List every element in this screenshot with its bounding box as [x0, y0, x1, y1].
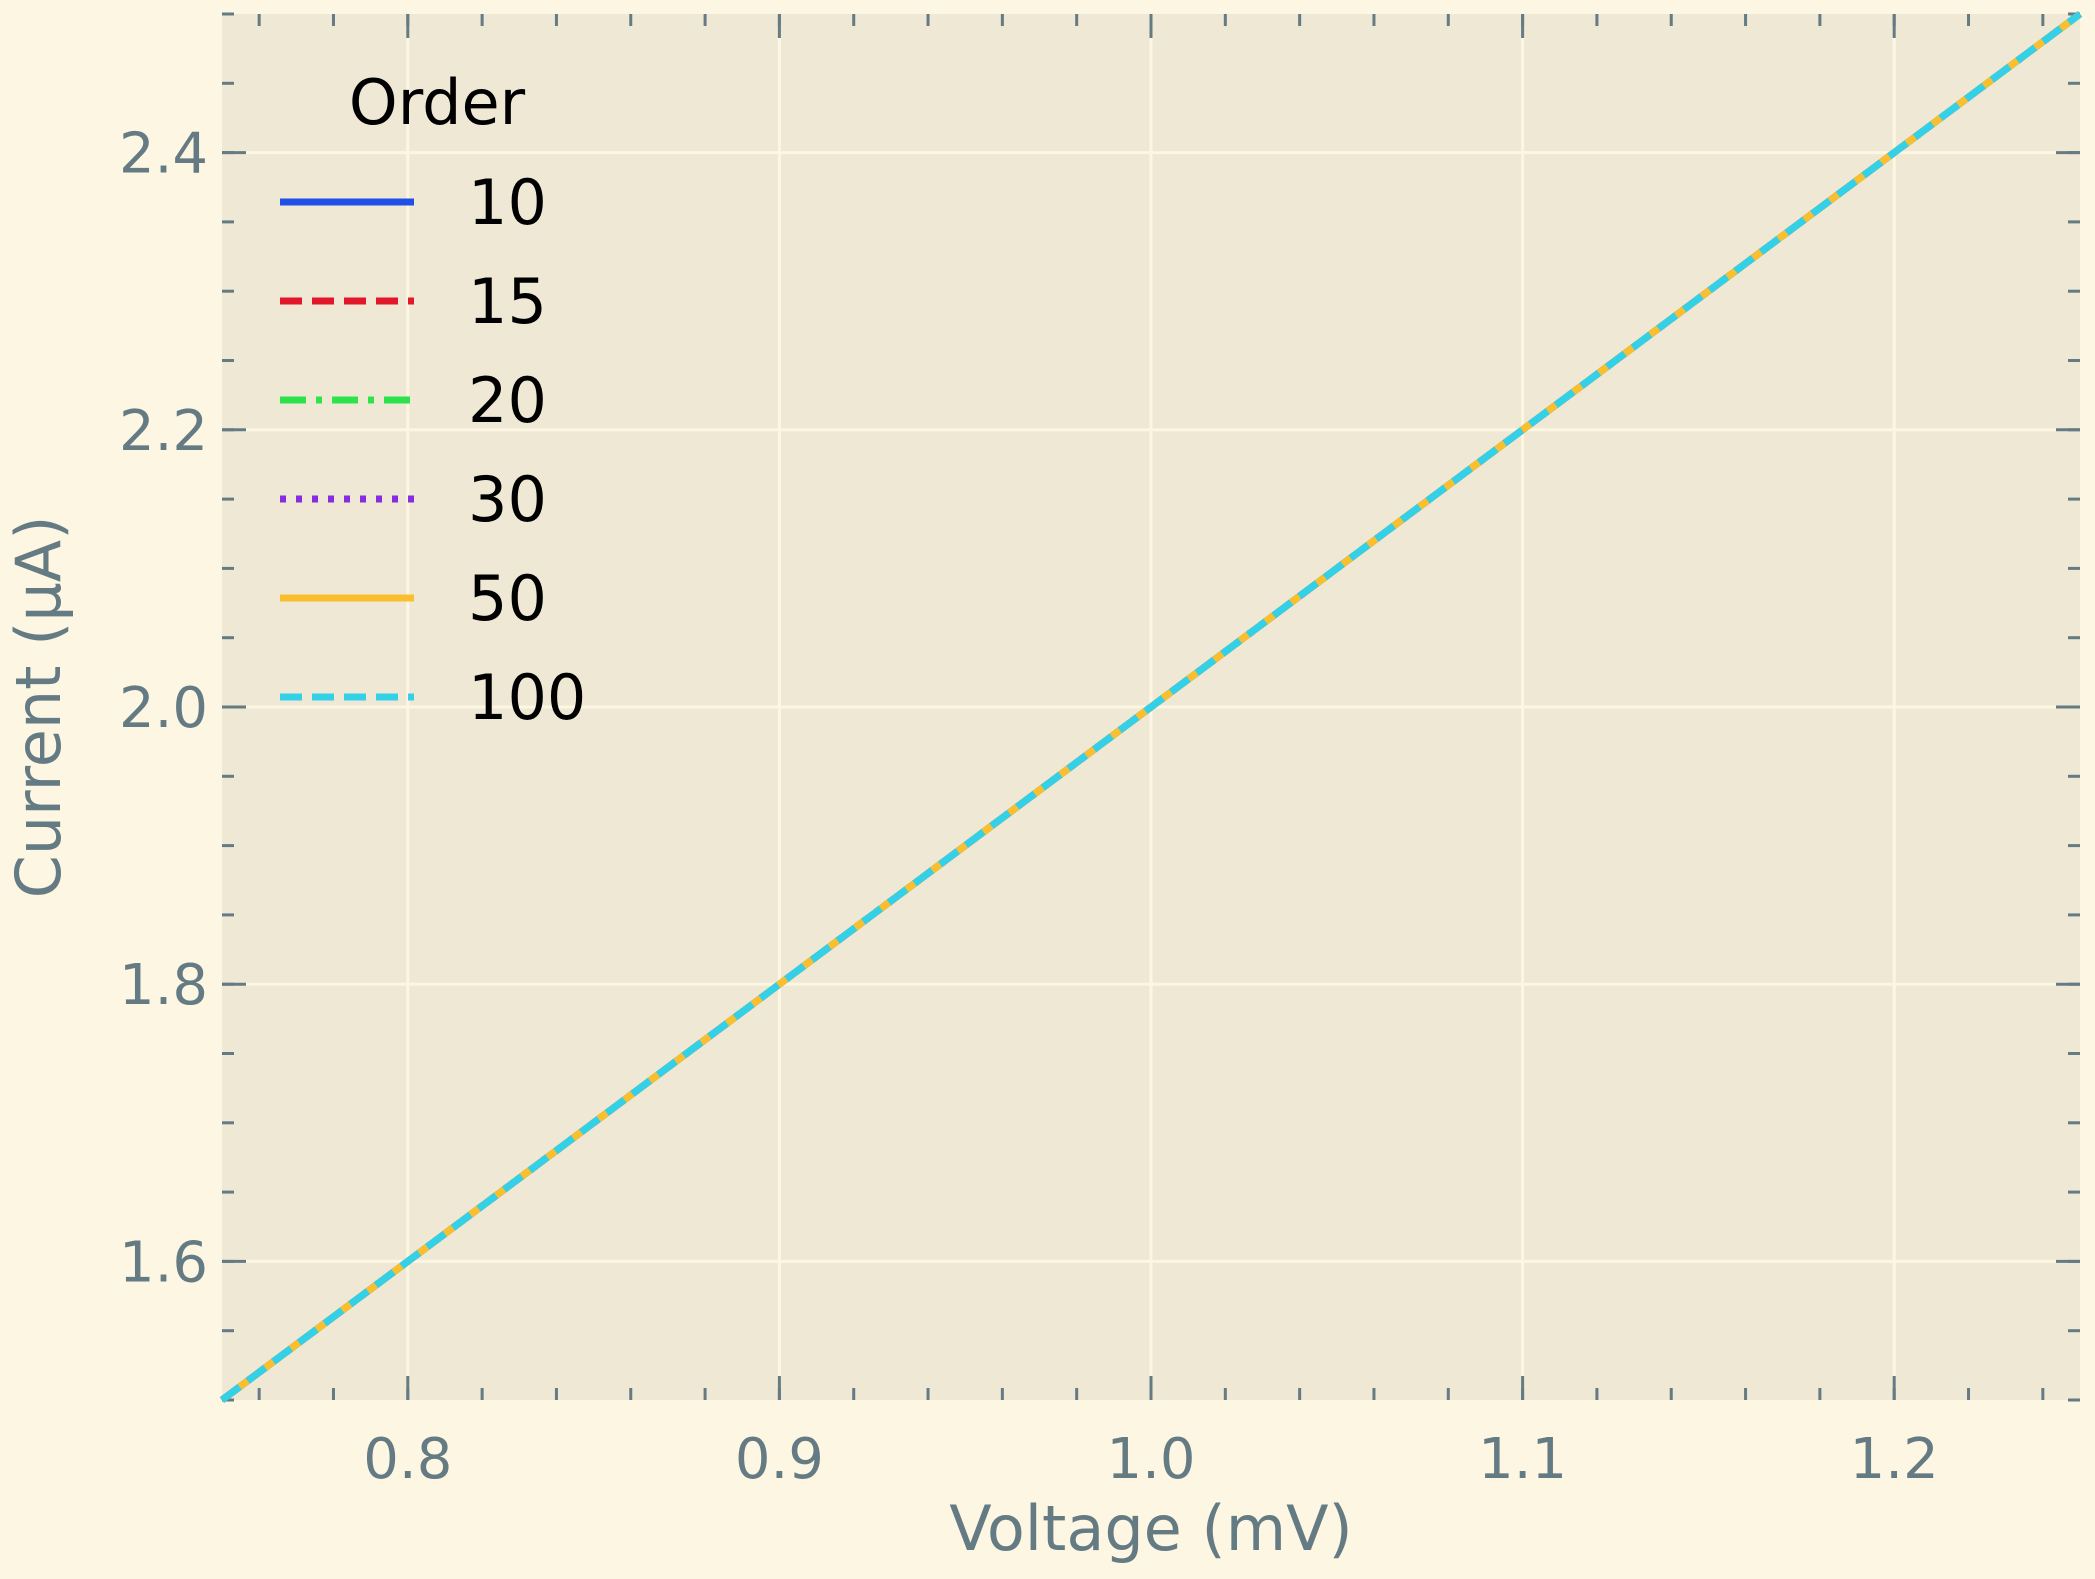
y-tick-label: 2.2	[119, 399, 208, 464]
x-axis-label: Voltage (mV)	[949, 1492, 1352, 1565]
y-tick-label: 2.4	[119, 122, 208, 187]
x-tick-label: 1.0	[1106, 1427, 1195, 1492]
series-layer	[219, 11, 2083, 1403]
legend-label-20: 20	[468, 364, 547, 437]
x-tick-label: 1.1	[1478, 1427, 1567, 1492]
legend-label-15: 15	[468, 265, 547, 338]
y-tick-label: 1.6	[119, 1230, 208, 1295]
x-tick-label: 0.9	[735, 1427, 824, 1492]
legend-label-30: 30	[468, 463, 547, 536]
axis-ticks	[222, 12, 2080, 1402]
legend: Order 10 15 20 30 50 100	[280, 66, 586, 734]
x-tick-label: 1.2	[1850, 1427, 1939, 1492]
legend-label-50: 50	[468, 562, 547, 635]
y-tick-label: 2.0	[119, 676, 208, 741]
y-tick-label: 1.8	[119, 953, 208, 1018]
legend-label-10: 10	[468, 166, 547, 239]
tick-labels: 0.8 0.9 1.0 1.1 1.2 1.6 1.8 2.0 2.2 2.4	[119, 122, 1939, 1492]
legend-title: Order	[349, 66, 526, 139]
x-tick-label: 0.8	[363, 1427, 452, 1492]
y-axis-label: Current (μA)	[2, 516, 75, 899]
legend-label-100: 100	[468, 661, 586, 734]
series-line-100	[219, 11, 2083, 1403]
